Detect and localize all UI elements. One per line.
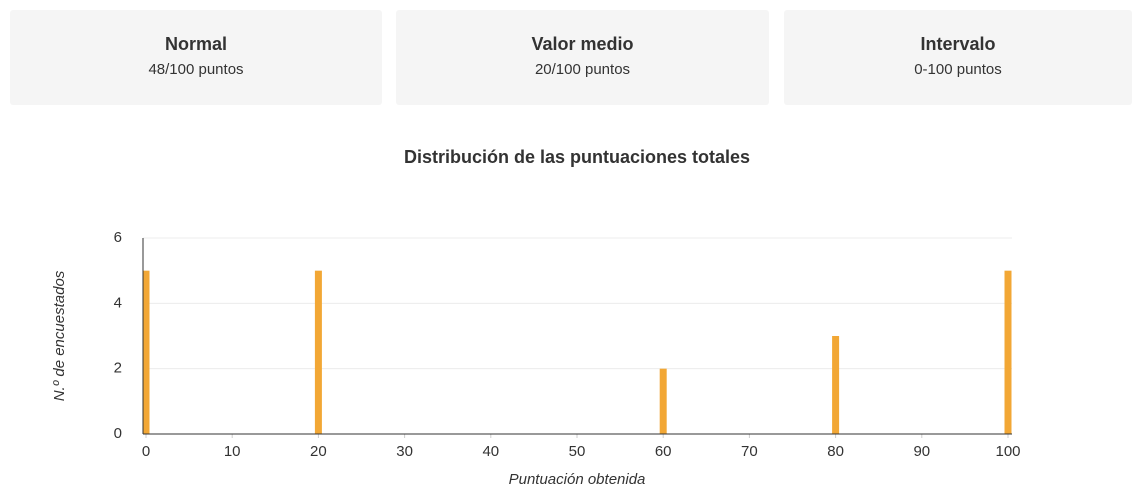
bar bbox=[142, 270, 150, 434]
y-tick-label: 4 bbox=[114, 294, 122, 311]
y-tick-label: 0 bbox=[114, 425, 122, 442]
x-tick-label: 90 bbox=[913, 443, 930, 460]
card-value: 0-100 puntos bbox=[914, 61, 1002, 78]
x-tick-label: 80 bbox=[827, 443, 844, 460]
card-title: Normal bbox=[164, 34, 227, 54]
x-tick-label: 20 bbox=[310, 443, 327, 460]
y-tick-label: 2 bbox=[114, 360, 122, 377]
bar bbox=[314, 270, 322, 434]
x-tick-label: 70 bbox=[741, 443, 758, 460]
x-tick-label: 40 bbox=[482, 443, 499, 460]
card-title: Valor medio bbox=[531, 34, 634, 54]
bar bbox=[1004, 270, 1012, 434]
card-value: 48/100 puntos bbox=[148, 61, 244, 78]
x-tick-label: 60 bbox=[655, 443, 672, 460]
x-tick-label: 30 bbox=[396, 443, 413, 460]
x-tick-label: 10 bbox=[224, 443, 241, 460]
stat-card: Normal 48/100 puntos bbox=[10, 10, 382, 105]
chart-title: Distribución de las puntuaciones totales bbox=[404, 147, 750, 167]
x-tick-label: 50 bbox=[569, 443, 586, 460]
x-tick-label: 100 bbox=[995, 443, 1020, 460]
stat-card: Intervalo 0-100 puntos bbox=[784, 10, 1132, 105]
card-value: 20/100 puntos bbox=[534, 61, 631, 78]
bar bbox=[832, 336, 840, 434]
y-axis-label: N.º de encuestados bbox=[51, 270, 68, 401]
card-title: Intervalo bbox=[920, 34, 996, 54]
y-tick-label: 6 bbox=[114, 229, 122, 246]
stat-card: Valor medio 20/100 puntos bbox=[396, 10, 769, 105]
x-axis-label: Puntuación obtenida bbox=[509, 471, 646, 488]
bar bbox=[659, 368, 667, 434]
x-tick-label: 0 bbox=[142, 443, 150, 460]
